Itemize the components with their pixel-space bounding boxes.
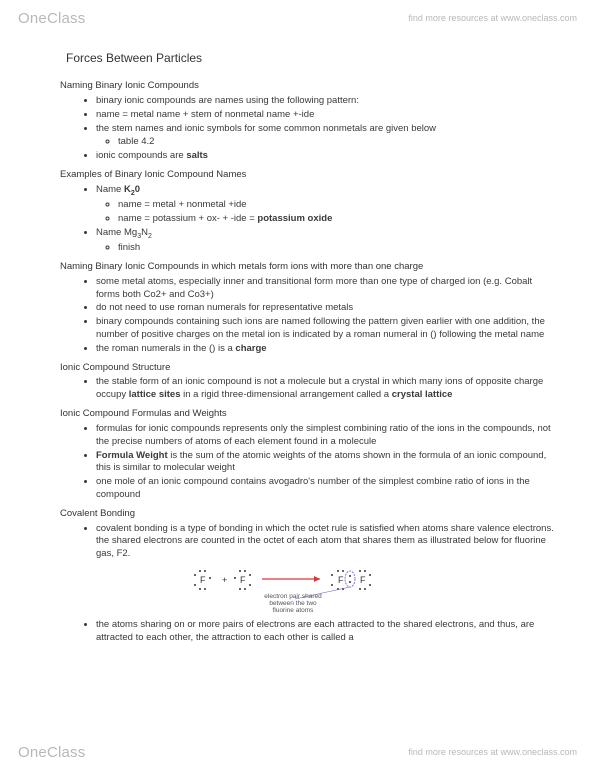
text: N — [141, 227, 148, 238]
svg-text:+: + — [222, 575, 227, 585]
brand-class: Class — [47, 10, 86, 27]
section-head-6: Covalent Bonding — [60, 508, 555, 521]
text: the stem names and ionic symbols for som… — [96, 123, 436, 134]
list-item: Formula Weight is the sum of the atomic … — [96, 450, 555, 476]
list-s2: Name K 2 0 name = metal + nonmetal +ide na… — [96, 184, 555, 255]
list-item: binary compounds containing such ions ar… — [96, 316, 555, 342]
text: Name Mg — [96, 227, 137, 238]
list-item: Name Mg3N2 finish — [96, 227, 555, 255]
bold-text: potassium oxide — [257, 213, 332, 224]
list-item: some metal atoms, especially inner and t… — [96, 276, 555, 302]
brand-one: One — [18, 744, 47, 761]
list-s6: covalent bonding is a type of bonding in… — [96, 523, 555, 561]
diagram-caption: electron pair shared between the two flu… — [258, 593, 328, 614]
bold-text: Formula Weight — [96, 450, 168, 461]
section-head-5: Ionic Compound Formulas and Weights — [60, 408, 555, 421]
section-head-4: Ionic Compound Structure — [60, 362, 555, 375]
text: ionic compounds are — [96, 150, 186, 161]
bold-text: lattice sites — [129, 389, 181, 400]
text: Name — [96, 184, 124, 195]
list-item: the stable form of an ionic compound is … — [96, 376, 555, 402]
list-item: formulas for ionic compounds represents … — [96, 423, 555, 449]
list-s4: the stable form of an ionic compound is … — [96, 376, 555, 402]
header: OneClass find more resources at www.onec… — [0, 4, 595, 32]
fluorine-diagram: F + F F F — [180, 565, 420, 615]
list-item: finish — [118, 242, 555, 255]
list-s3: some metal atoms, especially inner and t… — [96, 276, 555, 356]
list-s5: formulas for ionic compounds represents … — [96, 423, 555, 502]
brand-one: One — [18, 10, 47, 27]
list-item: name = potassium + ox- + -ide = potassiu… — [118, 213, 555, 226]
list-item: name = metal + nonmetal +ide — [118, 199, 555, 212]
section-head-2: Examples of Binary Ionic Compound Names — [60, 169, 555, 182]
text: name = potassium + ox- + -ide = — [118, 213, 257, 224]
list-s6b: the atoms sharing on or more pairs of el… — [96, 619, 555, 645]
bold-text: K — [124, 184, 131, 195]
section-head-1: Naming Binary Ionic Compounds — [60, 80, 555, 93]
list-item: the atoms sharing on or more pairs of el… — [96, 619, 555, 645]
diagram-f-left: F — [200, 575, 206, 585]
list-item: name = metal name + stem of nonmetal nam… — [96, 109, 555, 122]
footer: OneClass find more resources at www.onec… — [0, 738, 595, 766]
bold-text: charge — [235, 343, 266, 354]
list-item: binary ionic compounds are names using t… — [96, 95, 555, 108]
list-item: one mole of an ionic compound contains a… — [96, 476, 555, 502]
svg-text:F: F — [360, 575, 366, 585]
page-content: Forces Between Particles Naming Binary I… — [60, 40, 555, 730]
list-s1: binary ionic compounds are names using t… — [96, 95, 555, 163]
bold-text: salts — [186, 150, 208, 161]
footer-link[interactable]: find more resources at www.oneclass.com — [408, 747, 577, 757]
bold-text: crystal lattice — [392, 389, 453, 400]
list-item: covalent bonding is a type of bonding in… — [96, 523, 555, 561]
svg-text:F: F — [338, 575, 344, 585]
list-item: ionic compounds are salts — [96, 150, 555, 163]
brand-class: Class — [47, 744, 86, 761]
header-link[interactable]: find more resources at www.oneclass.com — [408, 13, 577, 23]
subscript: 2 — [148, 233, 152, 240]
list-item: the stem names and ionic symbols for som… — [96, 123, 555, 150]
bold-text: 0 — [135, 184, 140, 195]
list-item: the roman numerals in the () is a charge — [96, 343, 555, 356]
list-item: Name K20 name = metal + nonmetal +ide na… — [96, 184, 555, 226]
list-item: do not need to use roman numerals for re… — [96, 302, 555, 315]
diagram-f-right: F — [240, 575, 246, 585]
text: the roman numerals in the () is a — [96, 343, 235, 354]
section-head-3: Naming Binary Ionic Compounds in which m… — [60, 261, 555, 274]
text: in a rigid three-dimensional arrangement… — [181, 389, 392, 400]
page-title: Forces Between Particles — [66, 50, 555, 66]
list-item: table 4.2 — [118, 136, 555, 149]
brand-logo-footer: OneClass — [18, 744, 85, 761]
brand-logo: OneClass — [18, 10, 85, 27]
